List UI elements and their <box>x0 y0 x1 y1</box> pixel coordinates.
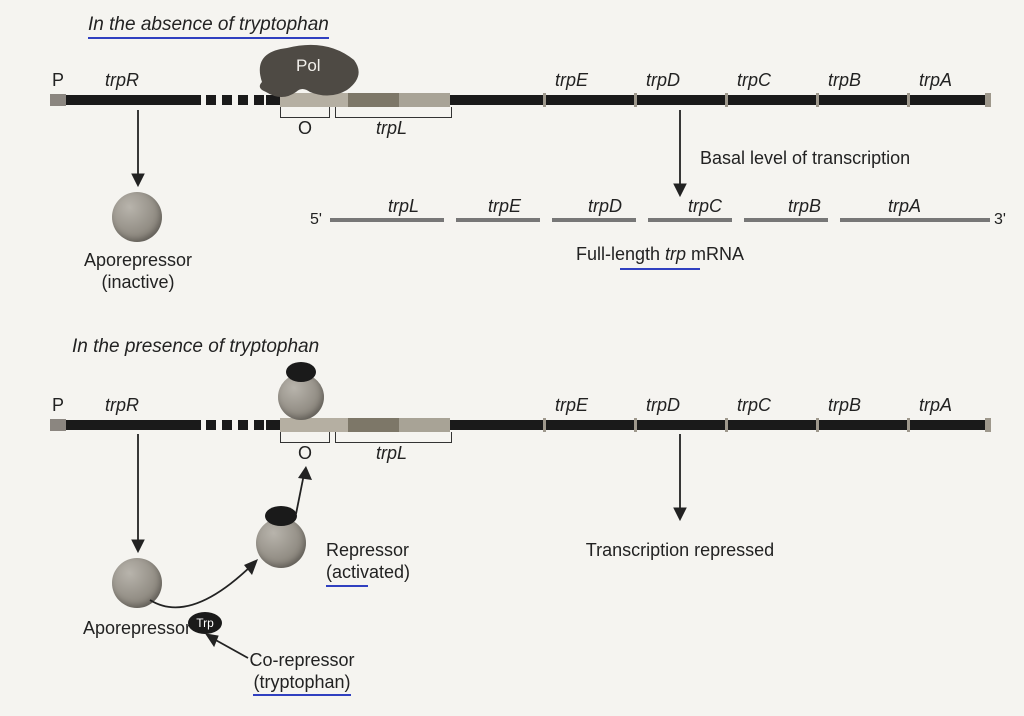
leader-label-bottom: trpL <box>376 443 407 465</box>
gene-label-trpR-top: trpR <box>105 70 139 91</box>
dna-structural-bottom <box>450 420 985 430</box>
aporepressor-line2-top: (inactive) <box>101 272 174 292</box>
mrna-label-trpL: trpL <box>388 196 419 217</box>
diagram-canvas: In the absence of tryptophan P trpR O tr… <box>0 0 1024 716</box>
corepressor-label: Co-repressor (tryptophan) <box>232 650 372 696</box>
gene-label-trpD-bottom: trpD <box>646 395 680 416</box>
gene-label-trpB-bottom: trpB <box>828 395 861 416</box>
panel-bottom-title: In the presence of tryptophan <box>72 336 319 358</box>
arrow-basal-transcription <box>670 110 690 198</box>
operator-bracket-top <box>280 107 330 118</box>
panel-top-title: In the absence of tryptophan <box>88 14 329 39</box>
dna-end-cap-bottom <box>985 418 991 432</box>
gene-trpR-top <box>66 95 201 105</box>
gene-label-trpC-bottom: trpC <box>737 395 771 416</box>
gene-label-trpE-bottom: trpE <box>555 395 588 416</box>
mrna-label-trpD: trpD <box>588 196 622 217</box>
gene-separator <box>907 93 910 107</box>
leader-label-top: trpL <box>376 118 407 140</box>
mrna-label-trpA: trpA <box>888 196 921 217</box>
mrna-5prime-stub <box>330 218 360 222</box>
promoter-box-bottom <box>50 419 66 431</box>
dna-pre-operator-bottom <box>266 420 280 430</box>
mrna-caption-it: trp <box>665 244 686 264</box>
corepressor-line1: Co-repressor <box>249 650 354 670</box>
repressor-line2: (activated) <box>326 562 410 582</box>
mrna-line <box>360 218 960 222</box>
gene-separator <box>725 418 728 432</box>
gene-separator <box>634 418 637 432</box>
gene-separator <box>725 93 728 107</box>
gene-label-trpA-bottom: trpA <box>919 395 952 416</box>
gene-trpR-bottom <box>66 420 201 430</box>
promoter-label-top: P <box>52 70 64 92</box>
trp-on-repressor-bound <box>286 362 316 382</box>
gene-separator <box>816 93 819 107</box>
mrna-caption-post: mRNA <box>686 244 744 264</box>
operator-leader-region-bottom <box>280 418 450 432</box>
gene-label-trpR-bottom: trpR <box>105 395 139 416</box>
mrna-label-trpE: trpE <box>488 196 521 217</box>
arrow-repressor-to-operator <box>290 464 320 518</box>
leader-bracket-top <box>335 107 452 118</box>
corepressor-line2: (tryptophan) <box>253 672 350 697</box>
dna-end-cap-top <box>985 93 991 107</box>
arrow-transcription-repressed <box>670 434 690 522</box>
repressor-activated-label: Repressor (activated) <box>326 540 446 587</box>
aporepressor-circle-top <box>112 192 162 242</box>
operator-label-bottom: O <box>298 443 312 465</box>
gene-separator <box>816 418 819 432</box>
mrna-label-trpB: trpB <box>788 196 821 217</box>
gene-label-trpA-top: trpA <box>919 70 952 91</box>
mrna-caption: Full-length trp mRNA <box>540 244 780 270</box>
mrna-label-trpC: trpC <box>688 196 722 217</box>
gene-separator <box>543 418 546 432</box>
leader-bracket-bottom <box>335 432 452 443</box>
transcription-repressed-label: Transcription repressed <box>570 540 790 562</box>
gene-separator <box>543 93 546 107</box>
aporepressor-label-top: Aporepressor (inactive) <box>78 250 198 293</box>
gene-label-trpD-top: trpD <box>646 70 680 91</box>
arrow-trpR-to-aporepressor-top <box>128 110 148 188</box>
gene-label-trpE-top: trpE <box>555 70 588 91</box>
gene-separator <box>634 93 637 107</box>
dna-structural-top <box>450 95 985 105</box>
mrna-3prime-label: 3' <box>994 210 1006 229</box>
mrna-3prime-stub <box>960 218 990 222</box>
mrna-caption-pre: Full-length <box>576 244 665 264</box>
polymerase-label: Pol <box>296 56 321 76</box>
gene-label-trpC-top: trpC <box>737 70 771 91</box>
gene-separator <box>907 418 910 432</box>
repressor-line1: Repressor <box>326 540 409 560</box>
arrow-apo-plus-trp-to-repressor <box>140 555 270 625</box>
aporepressor-line1-top: Aporepressor <box>84 250 192 270</box>
operator-label-top: O <box>298 118 312 140</box>
operator-bracket-bottom <box>280 432 330 443</box>
arrow-trpR-to-aporepressor-bottom <box>128 434 148 554</box>
mrna-5prime-label: 5' <box>310 210 322 229</box>
promoter-label-bottom: P <box>52 395 64 417</box>
basal-transcription-label: Basal level of transcription <box>700 148 910 170</box>
dna-gap-bottom <box>206 420 264 430</box>
gene-label-trpB-top: trpB <box>828 70 861 91</box>
promoter-box-top <box>50 94 66 106</box>
